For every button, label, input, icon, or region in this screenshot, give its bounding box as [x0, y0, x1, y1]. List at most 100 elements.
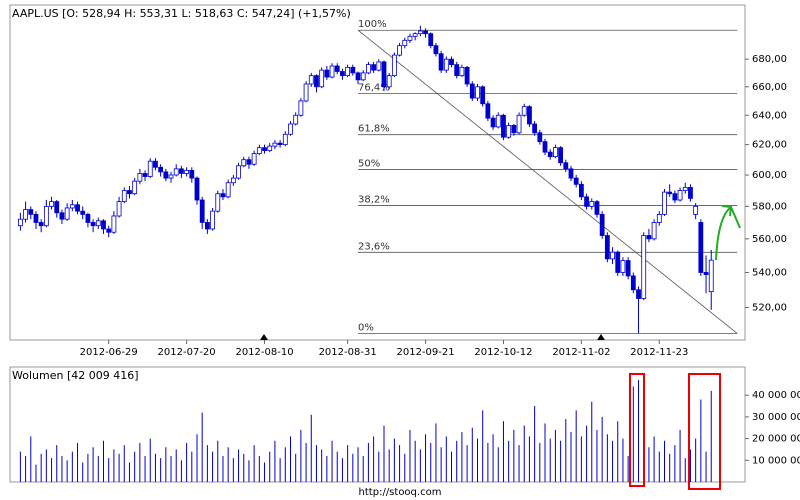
candle-body: [33, 213, 39, 223]
candle-body: [443, 58, 449, 71]
fib-label: 61,8%: [358, 124, 390, 135]
fib-label: 76,4%: [358, 82, 390, 93]
candle-body: [495, 114, 501, 128]
candle-body: [158, 166, 164, 173]
y-tick-label: 520,00: [752, 302, 787, 313]
candle-body: [646, 235, 652, 240]
candle-body: [256, 147, 262, 155]
fib-label: 0%: [358, 322, 374, 333]
candle-body: [230, 177, 236, 184]
candle-body: [116, 201, 122, 217]
candle-body: [625, 260, 631, 277]
event-marker: [260, 334, 268, 340]
candle-body: [251, 153, 257, 165]
candle-body: [433, 45, 439, 55]
y-tick-label: 600,00: [752, 170, 787, 181]
candle-body: [64, 207, 70, 220]
x-tick-label: 2012-11-23: [630, 347, 688, 358]
panel-title: AAPL.US [O: 528,94 H: 553,31 L: 518,63 C…: [12, 7, 351, 20]
candle-body: [111, 215, 117, 233]
candle-body: [641, 235, 647, 299]
candle-body: [708, 259, 714, 293]
candle-body: [475, 86, 480, 99]
candle-body: [620, 260, 626, 273]
fib-label: 38,2%: [358, 195, 390, 206]
candle-body: [688, 187, 693, 199]
candle-body: [537, 132, 543, 143]
candle-body: [573, 177, 579, 185]
y-tick-label: 540,00: [752, 267, 787, 278]
candle-body: [563, 162, 569, 170]
candle-body: [267, 145, 273, 152]
panel-title: Wolumen [42 009 416]: [12, 369, 139, 382]
y-tick-label: 680,00: [752, 54, 787, 65]
candle-body: [204, 222, 210, 230]
candle-body: [147, 160, 153, 177]
candle-body: [568, 168, 574, 179]
candle-body: [28, 209, 34, 215]
candle-body: [366, 64, 371, 74]
candle-body: [459, 66, 465, 77]
candle-body: [298, 100, 304, 116]
candle-body: [54, 201, 60, 214]
candle-body: [90, 222, 96, 227]
candle-body: [173, 168, 179, 176]
candle-body: [397, 45, 402, 56]
x-tick-label: 2012-06-29: [80, 347, 138, 358]
candle-body: [542, 141, 548, 153]
candle-body: [23, 209, 28, 220]
candle-body: [262, 147, 267, 152]
candle-body: [153, 160, 158, 168]
candle-body: [527, 106, 532, 125]
candle-body: [277, 142, 283, 146]
candle-body: [168, 174, 174, 179]
candle-body: [682, 187, 688, 191]
candle-body: [547, 151, 553, 158]
candle-body: [303, 83, 309, 102]
candle-body: [412, 33, 418, 37]
candle-body: [511, 125, 517, 134]
candle-body: [391, 54, 397, 77]
candle-body: [521, 106, 527, 116]
candle-body: [584, 196, 589, 207]
y-tick-label: 40 000 000: [752, 390, 800, 401]
candle-body: [293, 114, 299, 125]
annotation-arrow: [715, 205, 741, 261]
candle-body: [360, 72, 366, 81]
x-tick-label: 2012-11-02: [552, 347, 610, 358]
candle-body: [80, 210, 86, 215]
candle-body: [142, 173, 148, 177]
y-tick-label: 640,00: [752, 110, 787, 121]
candle-body: [371, 64, 377, 71]
candle-body: [314, 75, 319, 88]
candle-body: [355, 72, 361, 81]
candle-body: [454, 64, 460, 77]
trend-line: [357, 29, 738, 334]
candle-body: [693, 205, 699, 215]
candle-body: [106, 228, 112, 233]
candle-body: [438, 53, 444, 71]
candle-body: [610, 251, 615, 260]
candle-body: [501, 114, 506, 138]
candle-body: [407, 35, 413, 41]
candle-body: [220, 193, 226, 198]
candle-body: [329, 65, 335, 78]
fib-label: 50%: [358, 158, 380, 169]
candle-body: [199, 199, 205, 223]
candle-body: [288, 123, 293, 135]
candle-body: [340, 71, 345, 77]
candle-body: [558, 147, 564, 164]
candle-body: [101, 220, 106, 230]
y-tick-label: 620,00: [752, 140, 787, 151]
candle-body: [480, 86, 486, 105]
candle-body: [630, 275, 636, 291]
candle-body: [599, 213, 605, 236]
candle-body: [272, 142, 278, 147]
candle-body: [184, 169, 190, 174]
fib-label: 100%: [358, 19, 387, 30]
candle-body: [69, 204, 75, 209]
candle-body: [490, 117, 496, 128]
candle-body: [428, 33, 434, 47]
candle-body: [677, 190, 683, 201]
